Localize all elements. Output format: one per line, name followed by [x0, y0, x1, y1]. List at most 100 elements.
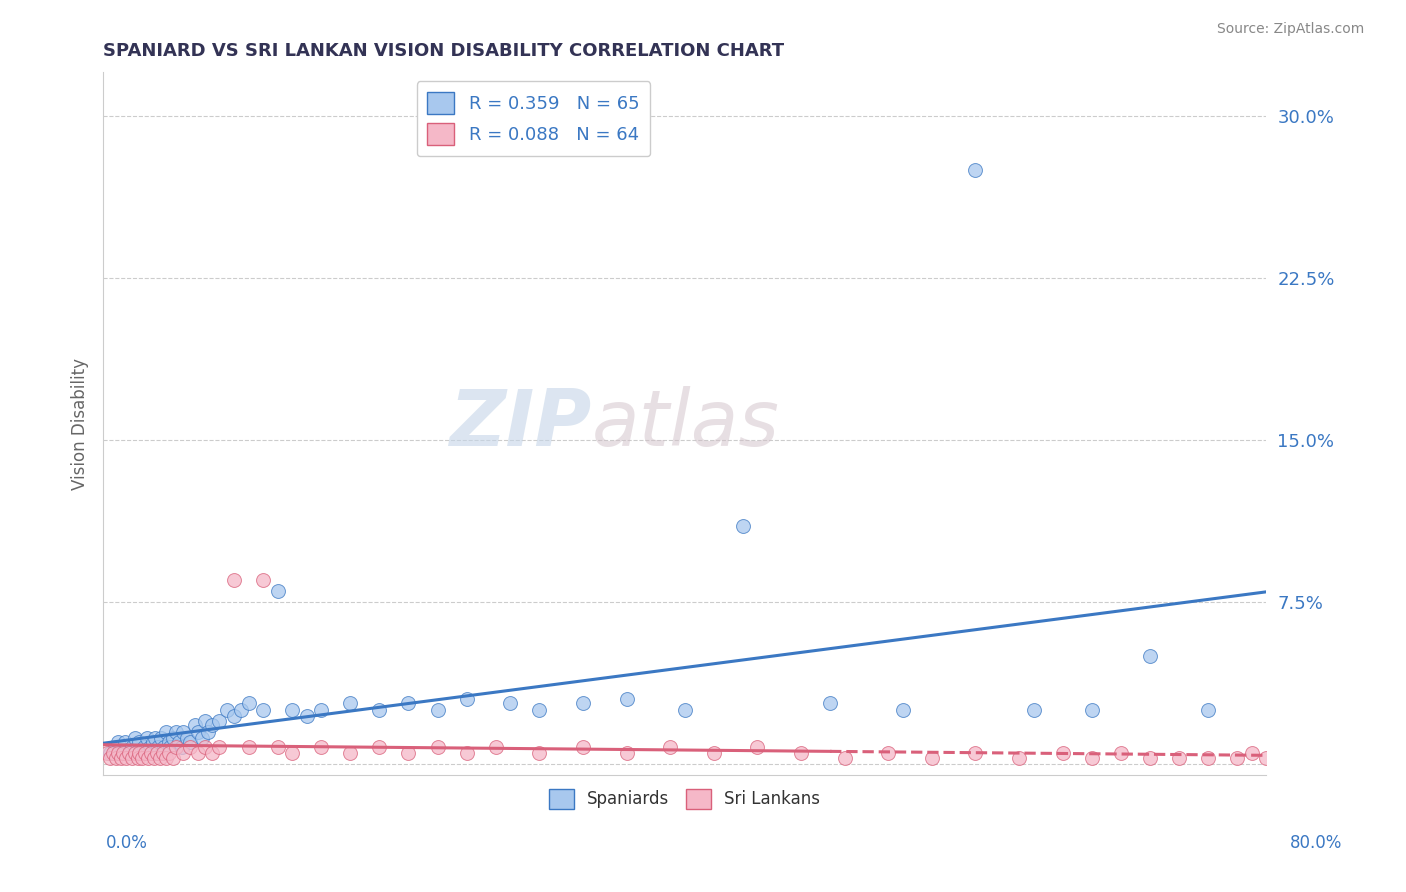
- Spaniards: [142, 735, 165, 749]
- Spaniards: [176, 731, 198, 745]
- Sri Lankans: [790, 746, 813, 760]
- Sri Lankans: [157, 746, 180, 760]
- Spaniards: [281, 703, 304, 717]
- Spaniards: [148, 739, 170, 754]
- Spaniards: [238, 697, 260, 711]
- Sri Lankans: [921, 750, 943, 764]
- Spaniards: [731, 519, 754, 533]
- Spaniards: [107, 735, 129, 749]
- Spaniards: [1139, 648, 1161, 663]
- Spaniards: [194, 714, 217, 728]
- Spaniards: [197, 724, 219, 739]
- Spaniards: [1081, 703, 1104, 717]
- Sri Lankans: [529, 746, 551, 760]
- Sri Lankans: [1008, 750, 1031, 764]
- Sri Lankans: [1226, 750, 1249, 764]
- Sri Lankans: [172, 746, 194, 760]
- Spaniards: [179, 735, 201, 749]
- Text: 80.0%: 80.0%: [1291, 834, 1343, 852]
- Sri Lankans: [877, 746, 900, 760]
- Sri Lankans: [456, 746, 478, 760]
- Spaniards: [191, 731, 214, 745]
- Spaniards: [965, 162, 987, 177]
- Legend: Spaniards, Sri Lankans: Spaniards, Sri Lankans: [543, 782, 827, 815]
- Spaniards: [339, 697, 361, 711]
- Sri Lankans: [965, 746, 987, 760]
- Sri Lankans: [194, 739, 217, 754]
- Spaniards: [215, 703, 238, 717]
- Spaniards: [309, 703, 332, 717]
- Sri Lankans: [105, 750, 128, 764]
- Sri Lankans: [747, 739, 769, 754]
- Spaniards: [616, 692, 638, 706]
- Sri Lankans: [201, 746, 224, 760]
- Sri Lankans: [187, 746, 209, 760]
- Sri Lankans: [616, 746, 638, 760]
- Sri Lankans: [1168, 750, 1191, 764]
- Text: SPANIARD VS SRI LANKAN VISION DISABILITY CORRELATION CHART: SPANIARD VS SRI LANKAN VISION DISABILITY…: [103, 42, 785, 60]
- Spaniards: [121, 739, 143, 754]
- Text: Source: ZipAtlas.com: Source: ZipAtlas.com: [1216, 22, 1364, 37]
- Spaniards: [172, 724, 194, 739]
- Sri Lankans: [128, 746, 150, 760]
- Sri Lankans: [834, 750, 856, 764]
- Spaniards: [143, 746, 166, 760]
- Y-axis label: Vision Disability: Vision Disability: [72, 358, 89, 490]
- Spaniards: [368, 703, 391, 717]
- Spaniards: [266, 584, 288, 599]
- Text: atlas: atlas: [592, 385, 779, 462]
- Spaniards: [153, 739, 176, 754]
- Sri Lankans: [1081, 750, 1104, 764]
- Sri Lankans: [149, 750, 172, 764]
- Spaniards: [187, 724, 209, 739]
- Sri Lankans: [103, 746, 125, 760]
- Text: ZIP: ZIP: [450, 385, 592, 462]
- Sri Lankans: [208, 739, 231, 754]
- Spaniards: [145, 731, 167, 745]
- Sri Lankans: [162, 750, 184, 764]
- Sri Lankans: [1256, 750, 1278, 764]
- Spaniards: [1197, 703, 1219, 717]
- Sri Lankans: [136, 750, 159, 764]
- Sri Lankans: [146, 746, 169, 760]
- Spaniards: [295, 709, 318, 723]
- Spaniards: [155, 724, 177, 739]
- Sri Lankans: [115, 750, 138, 764]
- Spaniards: [132, 739, 155, 754]
- Spaniards: [529, 703, 551, 717]
- Spaniards: [818, 697, 841, 711]
- Sri Lankans: [1139, 750, 1161, 764]
- Spaniards: [100, 746, 122, 760]
- Sri Lankans: [238, 739, 260, 754]
- Spaniards: [114, 735, 136, 749]
- Sri Lankans: [252, 574, 274, 588]
- Spaniards: [124, 731, 146, 745]
- Sri Lankans: [222, 574, 245, 588]
- Sri Lankans: [143, 750, 166, 764]
- Sri Lankans: [281, 746, 304, 760]
- Sri Lankans: [127, 750, 149, 764]
- Sri Lankans: [139, 746, 162, 760]
- Sri Lankans: [107, 746, 129, 760]
- Sri Lankans: [1197, 750, 1219, 764]
- Sri Lankans: [100, 750, 122, 764]
- Spaniards: [231, 703, 253, 717]
- Sri Lankans: [118, 746, 141, 760]
- Spaniards: [150, 731, 173, 745]
- Spaniards: [150, 746, 173, 760]
- Sri Lankans: [485, 739, 508, 754]
- Spaniards: [135, 746, 157, 760]
- Sri Lankans: [131, 750, 153, 764]
- Spaniards: [104, 739, 127, 754]
- Sri Lankans: [339, 746, 361, 760]
- Spaniards: [208, 714, 231, 728]
- Sri Lankans: [112, 746, 135, 760]
- Sri Lankans: [110, 750, 132, 764]
- Spaniards: [128, 735, 150, 749]
- Spaniards: [252, 703, 274, 717]
- Sri Lankans: [266, 739, 288, 754]
- Sri Lankans: [121, 750, 143, 764]
- Spaniards: [110, 746, 132, 760]
- Spaniards: [222, 709, 245, 723]
- Spaniards: [499, 697, 522, 711]
